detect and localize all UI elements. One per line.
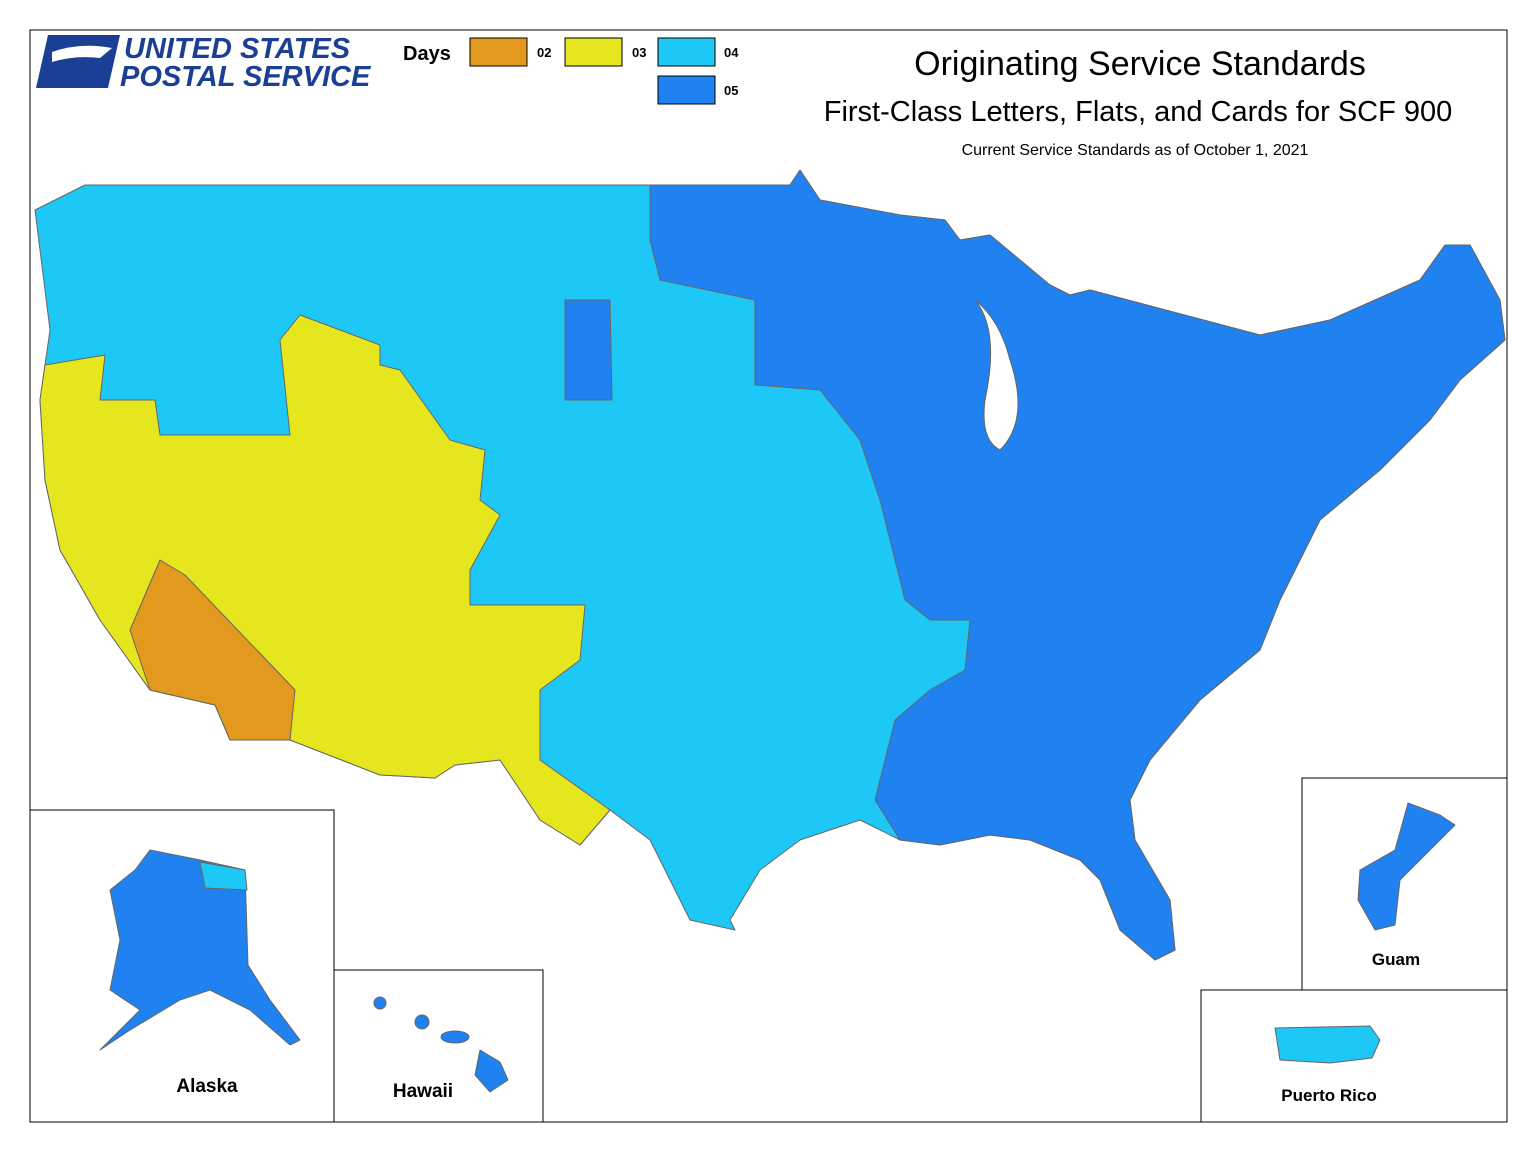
legend-label: 05 [724, 83, 738, 98]
legend: Days 02 03 04 05 [403, 37, 739, 105]
legend-swatch [469, 37, 528, 67]
island [373, 996, 387, 1010]
legend-label: 04 [724, 45, 739, 60]
zone-05 [649, 169, 1506, 961]
island [440, 1030, 470, 1044]
subtitle: First-Class Letters, Flats, and Cards fo… [824, 96, 1453, 128]
alaska-shape [199, 861, 248, 891]
logo-eagle [36, 35, 120, 88]
note: Current Service Standards as of October … [962, 142, 1309, 159]
title: Originating Service Standards [914, 45, 1366, 83]
logo-eagle-head [52, 45, 112, 62]
logo-line1: UNITED STATES [124, 33, 351, 65]
legend-swatch [564, 37, 623, 67]
lake-michigan [974, 299, 1019, 451]
zone-05 [564, 299, 613, 401]
island [414, 1014, 430, 1030]
usps-logo: UNITED STATES POSTAL SERVICE [36, 33, 372, 93]
alaska-shape [99, 849, 301, 1051]
island [474, 1049, 509, 1093]
legend-label: 02 [537, 45, 551, 60]
logo-line2: POSTAL SERVICE [120, 61, 372, 93]
inset-frame [333, 969, 544, 1123]
legend-swatch [657, 75, 716, 105]
guam-shape [1357, 802, 1456, 931]
inset-label: Puerto Rico [1281, 1086, 1376, 1105]
inset-label: Hawaii [393, 1081, 453, 1102]
inset-label: Alaska [176, 1076, 238, 1097]
legend-swatch [657, 37, 716, 67]
contiguous-us [34, 169, 1506, 961]
legend-title: Days [403, 43, 451, 65]
inset-label: Guam [1372, 950, 1420, 969]
puerto-rico-shape [1274, 1025, 1381, 1064]
legend-label: 03 [632, 45, 646, 60]
inset-frame [1301, 777, 1508, 991]
hawaii-shape [373, 996, 509, 1093]
zone-02 [129, 559, 296, 741]
